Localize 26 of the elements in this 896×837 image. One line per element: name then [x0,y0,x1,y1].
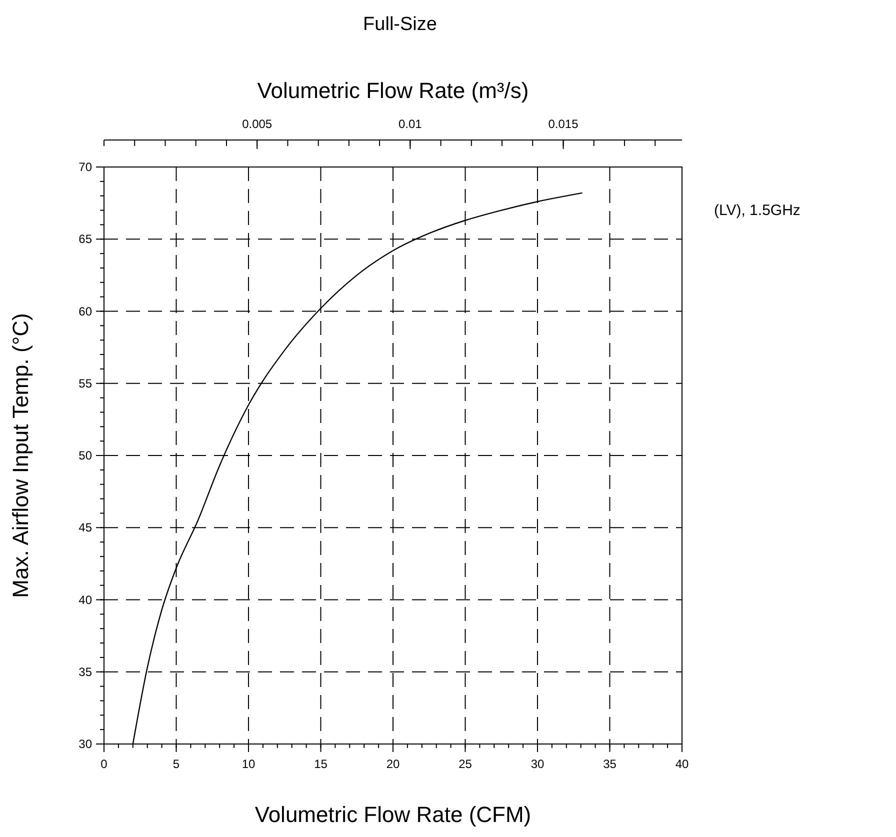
text: (LV), 1.5GHz [714,202,800,219]
x-tick-label: 35 [603,757,617,771]
y-tick-label: 40 [78,592,92,607]
x-tick-label: 0 [100,757,108,771]
y-tick-label: 60 [78,304,92,318]
x-tick-label: 25 [458,757,472,771]
x-tick-label: 40 [675,757,689,771]
y-tick-label: 45 [78,520,92,535]
chart-title: Full-Size [363,14,437,35]
y-tick-label: 35 [78,664,92,679]
y-tick-label: 50 [78,448,92,462]
x-tick-label: 30 [530,757,544,771]
y-tick-label: 65 [78,232,92,246]
x-tick-label: 20 [386,757,400,771]
y-tick-label: 55 [78,376,92,390]
y-axis-title: Max. Airflow Input Temp. (°C) [8,313,33,598]
x-tick-label: 10 [242,757,256,771]
y-tick-label: 30 [78,737,92,751]
x2-tick-label: 0.005 [242,117,272,131]
x2-axis-title: Volumetric Flow Rate (m³/s) [257,78,529,103]
x-tick-label: 5 [172,757,180,771]
y-tick-label: 70 [78,160,92,174]
x-axis-title: Volumetric Flow Rate (CFM) [254,802,532,827]
x-tick-label: 15 [314,757,328,771]
x2-tick-label: 0.01 [398,117,422,131]
x2-tick-label: 0.015 [548,117,579,131]
